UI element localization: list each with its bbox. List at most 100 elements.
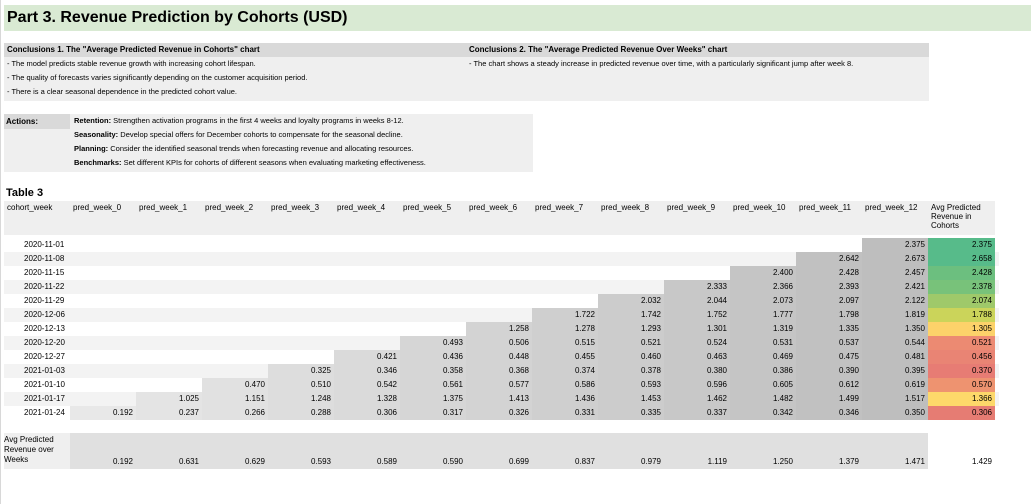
pred-value-cell: 1.335: [796, 322, 862, 336]
cohort-date: 2020-11-08: [24, 254, 65, 263]
pred-value-cell: [136, 238, 202, 252]
avg-in-cohort-cell: 2.074: [928, 294, 995, 308]
conclusion-2-line: - The chart shows a steady increase in p…: [469, 59, 854, 68]
pred-value-cell: 1.482: [730, 392, 796, 406]
pred-value-cell: 1.278: [532, 322, 598, 336]
pred-value-cell: 0.506: [466, 336, 532, 350]
header-pred-week: pred_week_0: [73, 203, 122, 212]
action-key: Seasonality:: [74, 130, 119, 139]
table-row: 2020-12-06 1.722 1.742 1.752 1.777 1.798 1.819…: [4, 308, 999, 322]
pred-value-cell: 1.258: [466, 322, 532, 336]
pred-value-cell: [202, 308, 268, 322]
cohort-date: 2020-12-27: [24, 352, 65, 361]
pred-value-cell: [334, 336, 400, 350]
pred-value-cell: 0.561: [400, 378, 466, 392]
avg-row-band: [70, 433, 928, 469]
pred-value-cell: 0.266: [202, 406, 268, 420]
table-row: 2020-11-08 2.642 2.673 2.658: [4, 252, 999, 266]
avg-over-weeks-row: Avg Predicted Revenue over Weeks 0.192 0.…: [4, 433, 995, 469]
pred-value-cell: [532, 238, 598, 252]
pred-value-cell: [202, 350, 268, 364]
table-row: 2020-11-15 2.400 2.428 2.457 2.428: [4, 266, 999, 280]
pred-value-cell: [136, 280, 202, 294]
table-row: 2020-11-22 2.333 2.366 2.393 2.421 2.378: [4, 280, 999, 294]
conclusion-1-header: Conclusions 1. The "Average Predicted Re…: [7, 45, 260, 54]
pred-value-cell: 0.346: [334, 364, 400, 378]
pred-value-cell: 0.386: [730, 364, 796, 378]
pred-value-cell: 0.436: [400, 350, 466, 364]
table-row: 2021-01-03 0.325 0.346 0.358 0.368 0.374 0.378…: [4, 364, 999, 378]
avg-over-weeks-value: 0.629: [244, 457, 265, 466]
pred-value-cell: [136, 252, 202, 266]
pred-value-cell: [334, 294, 400, 308]
pred-value-cell: [268, 308, 334, 322]
pred-value-cell: [70, 364, 136, 378]
pred-value-cell: 0.596: [664, 378, 730, 392]
pred-value-cell: 0.475: [796, 350, 862, 364]
pred-value-cell: 0.390: [796, 364, 862, 378]
pred-value-cell: [136, 378, 202, 392]
pred-value-cell: 0.463: [664, 350, 730, 364]
pred-value-cell: [532, 266, 598, 280]
avg-over-weeks-value: 1.471: [904, 457, 925, 466]
pred-value-cell: 0.619: [862, 378, 928, 392]
pred-value-cell: 1.350: [862, 322, 928, 336]
header-pred-week: pred_week_9: [667, 203, 716, 212]
avg-over-weeks-value: 0.593: [310, 457, 331, 466]
pred-value-cell: 2.375: [862, 238, 928, 252]
pred-value-cell: [268, 336, 334, 350]
action-key: Retention:: [74, 116, 112, 125]
header-pred-week: pred_week_8: [601, 203, 650, 212]
avg-in-cohort-cell: 2.658: [928, 252, 995, 266]
pred-value-cell: [70, 238, 136, 252]
avg-over-weeks-value: 1.379: [838, 457, 859, 466]
avg-in-cohort-cell: 0.570: [928, 378, 995, 392]
pred-value-cell: [202, 280, 268, 294]
pred-value-cell: 0.350: [862, 406, 928, 420]
action-item: Seasonality: Develop special offers for …: [74, 128, 403, 142]
pred-value-cell: 0.326: [466, 406, 532, 420]
pred-value-cell: [598, 280, 664, 294]
pred-value-cell: [334, 280, 400, 294]
pred-value-cell: [400, 308, 466, 322]
page-title: Part 3. Revenue Prediction by Cohorts (U…: [4, 5, 1031, 31]
action-key: Benchmarks:: [74, 158, 122, 167]
pred-value-cell: 2.393: [796, 280, 862, 294]
cohort-date: 2020-12-06: [24, 310, 65, 319]
pred-value-cell: 2.400: [730, 266, 796, 280]
pred-value-cell: [136, 322, 202, 336]
avg-over-weeks-value: 0.837: [574, 457, 595, 466]
avg-over-weeks-value: 0.979: [640, 457, 661, 466]
pred-value-cell: 0.335: [598, 406, 664, 420]
pred-value-cell: 1.777: [730, 308, 796, 322]
pred-value-cell: 0.346: [796, 406, 862, 420]
pred-value-cell: [136, 364, 202, 378]
avg-in-cohort-cell: 1.788: [928, 308, 995, 322]
pred-value-cell: 1.248: [268, 392, 334, 406]
header-cohort-week: cohort_week: [7, 203, 53, 212]
pred-value-cell: 0.455: [532, 350, 598, 364]
header-pred-week: pred_week_11: [799, 203, 851, 212]
avg-in-cohort-cell: 0.370: [928, 364, 995, 378]
pred-value-cell: 2.366: [730, 280, 796, 294]
table-row: 2020-12-20 0.493 0.506 0.515 0.521 0.524 0.531…: [4, 336, 999, 350]
pred-value-cell: 0.521: [598, 336, 664, 350]
pred-value-cell: [598, 238, 664, 252]
avg-over-weeks-value: 0.192: [112, 457, 133, 466]
header-pred-week: pred_week_5: [403, 203, 452, 212]
pred-value-cell: [334, 238, 400, 252]
pred-value-cell: 0.481: [862, 350, 928, 364]
pred-value-cell: [268, 266, 334, 280]
pred-value-cell: [466, 308, 532, 322]
avg-over-weeks-value: 1.250: [772, 457, 793, 466]
cohort-date: 2020-11-15: [24, 268, 65, 277]
cohort-date: 2020-11-29: [24, 296, 65, 305]
pred-value-cell: 1.436: [532, 392, 598, 406]
pred-value-cell: 0.593: [598, 378, 664, 392]
pred-value-cell: 2.421: [862, 280, 928, 294]
pred-value-cell: 1.025: [136, 392, 202, 406]
avg-row-label-band: [4, 433, 70, 469]
pred-value-cell: 1.499: [796, 392, 862, 406]
pred-value-cell: 2.428: [796, 266, 862, 280]
pred-value-cell: 0.306: [334, 406, 400, 420]
